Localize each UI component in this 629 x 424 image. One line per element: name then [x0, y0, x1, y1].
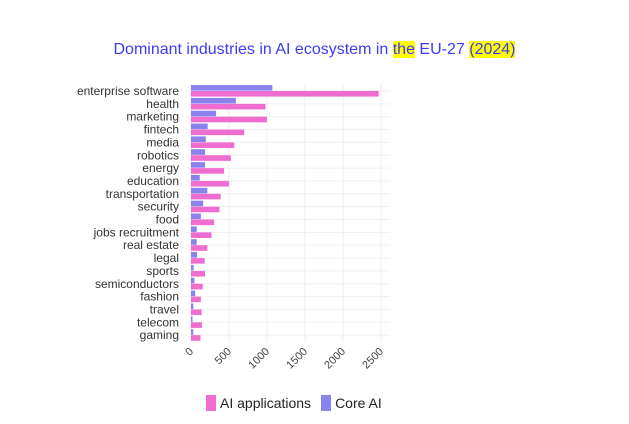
bar-core-ai: [191, 200, 204, 207]
bar-ai-applications: [191, 103, 266, 110]
bar-core-ai: [191, 149, 206, 155]
bar-ai-applications: [191, 335, 201, 341]
bar-core-ai: [191, 264, 194, 271]
bar-core-ai: [191, 85, 273, 91]
bar-core-ai: [191, 162, 206, 168]
y-tick-label: telecom: [137, 315, 179, 329]
legend-item-ai-applications[interactable]: AI applications: [206, 395, 311, 411]
bar-ai-applications: [191, 91, 379, 97]
bar-ai-applications: [191, 206, 220, 213]
bar-ai-applications: [191, 245, 208, 251]
bar-core-ai: [191, 187, 208, 194]
bar-core-ai: [191, 329, 194, 335]
y-tick-label: semiconductors: [95, 277, 179, 291]
bar-ai-applications: [191, 322, 203, 328]
bar-core-ai: [191, 174, 200, 181]
y-tick-label: education: [127, 174, 179, 188]
x-tick-label: 1500: [284, 346, 310, 372]
legend-label: Core AI: [335, 395, 382, 411]
y-tick-label: gaming: [140, 328, 179, 342]
bar-ai-applications: [191, 168, 225, 174]
bar-core-ai: [191, 213, 201, 220]
title-highlight-year: (2024): [469, 41, 516, 58]
bar-core-ai: [191, 290, 196, 297]
bar-ai-applications: [191, 309, 202, 316]
y-tick-label: robotics: [137, 148, 179, 162]
bar-core-ai: [191, 303, 194, 310]
x-tick-label: 500: [213, 346, 234, 367]
y-tick-label: real estate: [123, 238, 179, 252]
y-tick-label: food: [156, 213, 179, 227]
y-tick-label: marketing: [126, 110, 179, 124]
y-tick-label: legal: [154, 251, 179, 265]
bar-core-ai: [191, 110, 217, 117]
x-tick-label: 0: [183, 346, 196, 359]
y-tick-label: fashion: [140, 290, 179, 304]
bar-core-ai: [191, 316, 193, 322]
bar-core-ai: [191, 226, 197, 232]
bar-core-ai: [191, 136, 206, 142]
bar-ai-applications: [191, 116, 267, 123]
legend-item-core-ai[interactable]: Core AI: [321, 395, 382, 411]
y-tick-label: travel: [150, 302, 179, 316]
y-tick-label: fintech: [144, 123, 179, 137]
title-text: Dominant industries in AI ecosystem in: [113, 41, 393, 58]
legend-swatch: [206, 395, 216, 411]
bar-core-ai: [191, 277, 195, 284]
title-text-eu: EU-27: [414, 41, 470, 58]
y-tick-label: security: [138, 200, 179, 214]
x-tick-label: 2000: [322, 346, 348, 372]
bar-core-ai: [191, 123, 208, 130]
bar-ai-applications: [191, 129, 245, 136]
y-tick-label: jobs recruitment: [93, 225, 180, 239]
legend-label: AI applications: [220, 395, 312, 411]
bar-core-ai: [191, 239, 197, 245]
y-tick-label: health: [146, 97, 179, 111]
bar-ai-applications: [191, 270, 206, 277]
legend: AI applications Core AI: [206, 395, 382, 411]
bar-core-ai: [191, 252, 198, 258]
y-tick-label: energy: [142, 161, 179, 175]
bar-ai-applications: [191, 142, 235, 148]
legend-swatch: [321, 395, 332, 411]
bar-ai-applications: [191, 180, 229, 187]
y-tick-label: enterprise software: [77, 84, 179, 98]
x-tick-label: 1000: [246, 346, 272, 372]
bar-core-ai: [191, 97, 236, 104]
bar-ai-applications: [191, 232, 212, 238]
bar-ai-applications: [191, 283, 203, 290]
bar-ai-applications: [191, 258, 205, 264]
bar-ai-applications: [191, 296, 201, 303]
title-highlight-the: the: [392, 41, 415, 58]
x-tick-label: 2500: [360, 346, 386, 372]
y-tick-label: transportation: [106, 187, 179, 201]
bar-ai-applications: [191, 193, 221, 200]
y-tick-label: sports: [146, 264, 179, 278]
y-tick-label: media: [146, 135, 179, 149]
bar-ai-applications: [191, 155, 231, 161]
chart-title: Dominant industries in AI ecosystem in t…: [0, 41, 629, 59]
bar-ai-applications: [191, 219, 215, 226]
